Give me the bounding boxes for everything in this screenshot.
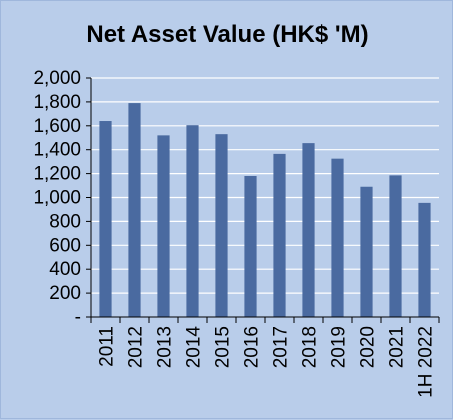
x-tick-label: 2016: [242, 326, 263, 368]
y-tick-label: 1,000: [33, 188, 81, 209]
x-tick-label: 2020: [358, 326, 379, 368]
bar: [128, 103, 141, 317]
y-tick-label: 800: [49, 211, 81, 232]
bar: [273, 153, 286, 317]
x-tick-label: 2017: [271, 326, 292, 368]
y-tick-label: 2,000: [33, 68, 81, 89]
bar: [389, 175, 402, 317]
y-tick-label: 400: [49, 259, 81, 280]
x-tick-label: 2019: [329, 326, 350, 368]
x-tick-label: 2014: [184, 326, 205, 369]
bar: [215, 134, 228, 317]
y-tick-label: 1,800: [33, 92, 81, 113]
x-tick-label: 1H 2022: [416, 326, 437, 398]
y-tick-label: 1,200: [33, 164, 81, 185]
chart-title: Net Asset Value (HK$ 'M): [86, 21, 369, 48]
x-tick-label: 2018: [300, 326, 321, 368]
x-tick-label: 2011: [97, 326, 118, 367]
x-tick-label: 2012: [126, 326, 147, 368]
bar: [186, 125, 199, 317]
bar: [157, 135, 170, 317]
y-tick-label: 1,400: [33, 140, 81, 161]
bar: [331, 158, 344, 317]
y-tick-label: 200: [49, 283, 81, 304]
bar: [244, 175, 257, 317]
bar: [360, 186, 373, 317]
x-tick-label: 2015: [213, 326, 234, 368]
bar: [302, 143, 315, 317]
y-tick-label: -: [75, 307, 81, 328]
y-tick-label: 1,600: [33, 116, 81, 137]
x-tick-label: 2013: [155, 326, 176, 368]
y-tick-label: 600: [49, 235, 81, 256]
x-tick-label: 2021: [387, 326, 408, 368]
bar: [418, 202, 431, 317]
bar: [99, 121, 112, 318]
